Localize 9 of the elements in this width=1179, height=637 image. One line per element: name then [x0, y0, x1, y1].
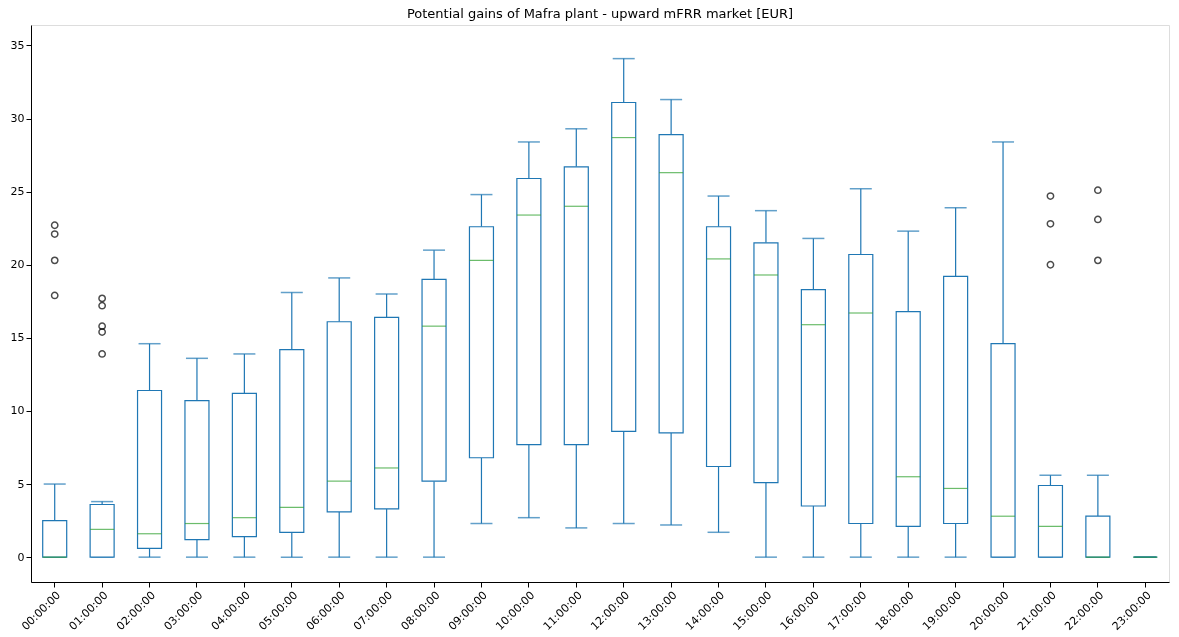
y-tick-label: 20 [10, 258, 25, 272]
y-tick-label: 10 [10, 404, 25, 418]
y-tick-label: 25 [10, 185, 25, 199]
chart-title: Potential gains of Mafra plant - upward mFRR market [EUR] [406, 6, 794, 21]
y-tick-label: 0 [17, 550, 25, 564]
y-tick-label: 30 [10, 112, 25, 126]
y-tick-label: 5 [17, 477, 25, 491]
y-tick-label: 15 [10, 331, 25, 345]
y-tick-label: 35 [10, 38, 25, 52]
